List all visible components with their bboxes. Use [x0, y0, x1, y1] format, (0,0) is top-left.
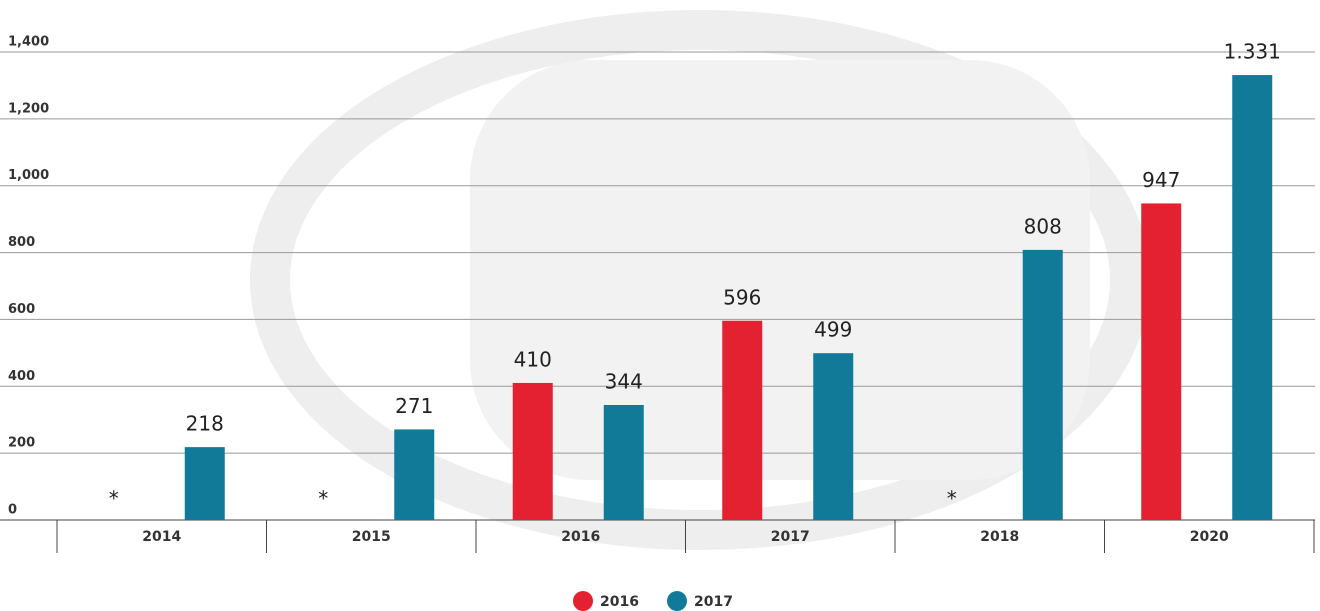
legend-swatch [667, 591, 687, 611]
missing-marker: * [109, 487, 119, 511]
bar [604, 405, 644, 520]
x-tick-label: 2015 [352, 529, 391, 545]
value-label: 499 [814, 318, 852, 342]
value-label: 808 [1024, 214, 1062, 238]
value-label: 410 [514, 347, 552, 371]
missing-marker: * [947, 487, 957, 511]
y-tick-label: 200 [8, 436, 35, 451]
x-tick-label: 2014 [142, 529, 181, 545]
x-tick-label: 2017 [771, 529, 810, 545]
missing-marker: * [318, 487, 328, 511]
bar [394, 429, 434, 520]
x-tick-label: 2020 [1190, 529, 1229, 545]
y-tick-label: 1,400 [8, 35, 49, 50]
y-tick-label: 600 [8, 302, 35, 317]
value-label: 218 [186, 412, 224, 436]
value-label: 947 [1142, 168, 1180, 192]
x-tick-label: 2016 [561, 529, 600, 545]
bar [1232, 75, 1272, 520]
value-label: 596 [723, 285, 761, 309]
y-tick-label: 1,200 [8, 101, 49, 116]
chart: 0 200 400 600 800 1,000 1,200 1,400 2014 * 218 2015… [0, 0, 1320, 611]
bar [1023, 250, 1063, 520]
value-label: 1.331 [1224, 40, 1281, 64]
value-label: 271 [395, 394, 433, 418]
bar [513, 383, 553, 520]
bar [1141, 203, 1181, 520]
page: {"chart_data": {"type": "bar", "categori… [0, 0, 1320, 611]
y-tick-label: 0 [8, 503, 17, 518]
legend-label: 2016 [600, 594, 639, 610]
x-tick-label: 2018 [980, 529, 1019, 545]
bar [813, 353, 853, 520]
bar [185, 447, 225, 520]
y-tick-label: 1,000 [8, 168, 49, 183]
legend-label: 2017 [694, 594, 733, 610]
bar [722, 321, 762, 520]
value-label: 344 [605, 370, 643, 394]
y-tick-label: 400 [8, 369, 35, 384]
legend-swatch [573, 591, 593, 611]
y-tick-label: 800 [8, 235, 35, 250]
